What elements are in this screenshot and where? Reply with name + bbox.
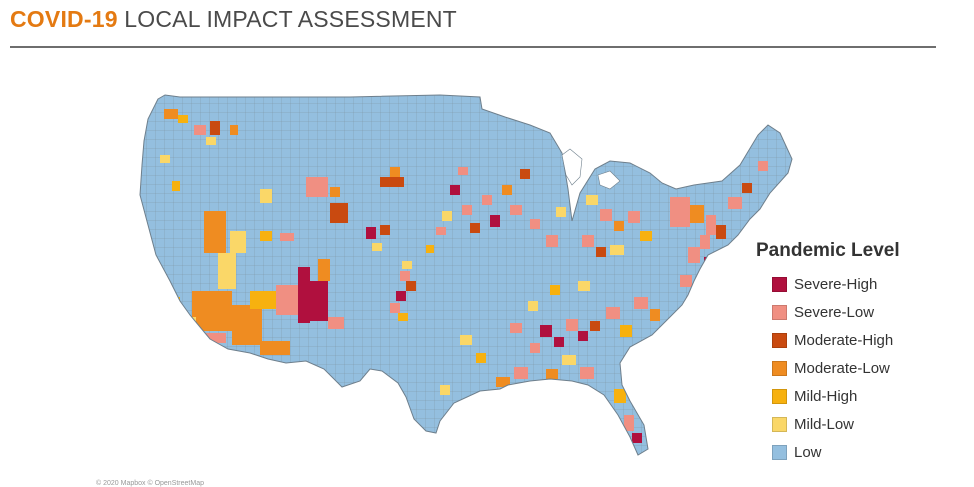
map-attribution: © 2020 Mapbox © OpenStreetMap xyxy=(96,480,204,487)
legend-swatch xyxy=(772,332,787,348)
map-canvas[interactable] xyxy=(110,85,810,475)
title-divider xyxy=(10,46,936,48)
legend-swatch xyxy=(772,416,787,432)
legend-item-moderate-low[interactable]: Moderate-Low xyxy=(772,354,966,382)
legend-item-moderate-high[interactable]: Moderate-High xyxy=(772,326,966,354)
legend-swatch xyxy=(772,304,787,320)
lake-huron xyxy=(597,170,621,190)
legend-item-severe-low[interactable]: Severe-Low xyxy=(772,298,966,326)
legend-item-mild-low[interactable]: Mild-Low xyxy=(772,410,966,438)
title-accent: COVID-19 xyxy=(10,6,118,32)
map-legend: Pandemic Level Severe-High Severe-Low Mo… xyxy=(756,240,966,466)
legend-label: Mild-Low xyxy=(794,415,855,433)
legend-swatch xyxy=(772,276,787,292)
legend-label: Mild-High xyxy=(794,387,858,405)
page-title: COVID-19 LOCAL IMPACT ASSESSMENT xyxy=(10,6,457,33)
us-county-map[interactable] xyxy=(110,85,810,475)
legend-title: Pandemic Level xyxy=(756,240,900,261)
legend-item-low[interactable]: Low xyxy=(772,438,966,466)
legend-item-mild-high[interactable]: Mild-High xyxy=(772,382,966,410)
legend-label: Low xyxy=(794,443,822,461)
legend-swatch xyxy=(772,360,787,376)
title-rest: LOCAL IMPACT ASSESSMENT xyxy=(124,6,457,32)
legend-label: Severe-Low xyxy=(794,303,875,321)
legend-label: Severe-High xyxy=(794,275,878,293)
legend-item-severe-high[interactable]: Severe-High xyxy=(772,270,966,298)
legend-swatch xyxy=(772,388,787,404)
legend-label: Moderate-Low xyxy=(794,359,890,377)
legend-swatch xyxy=(772,444,787,460)
lake-michigan xyxy=(561,148,583,186)
legend-label: Moderate-High xyxy=(794,331,894,349)
